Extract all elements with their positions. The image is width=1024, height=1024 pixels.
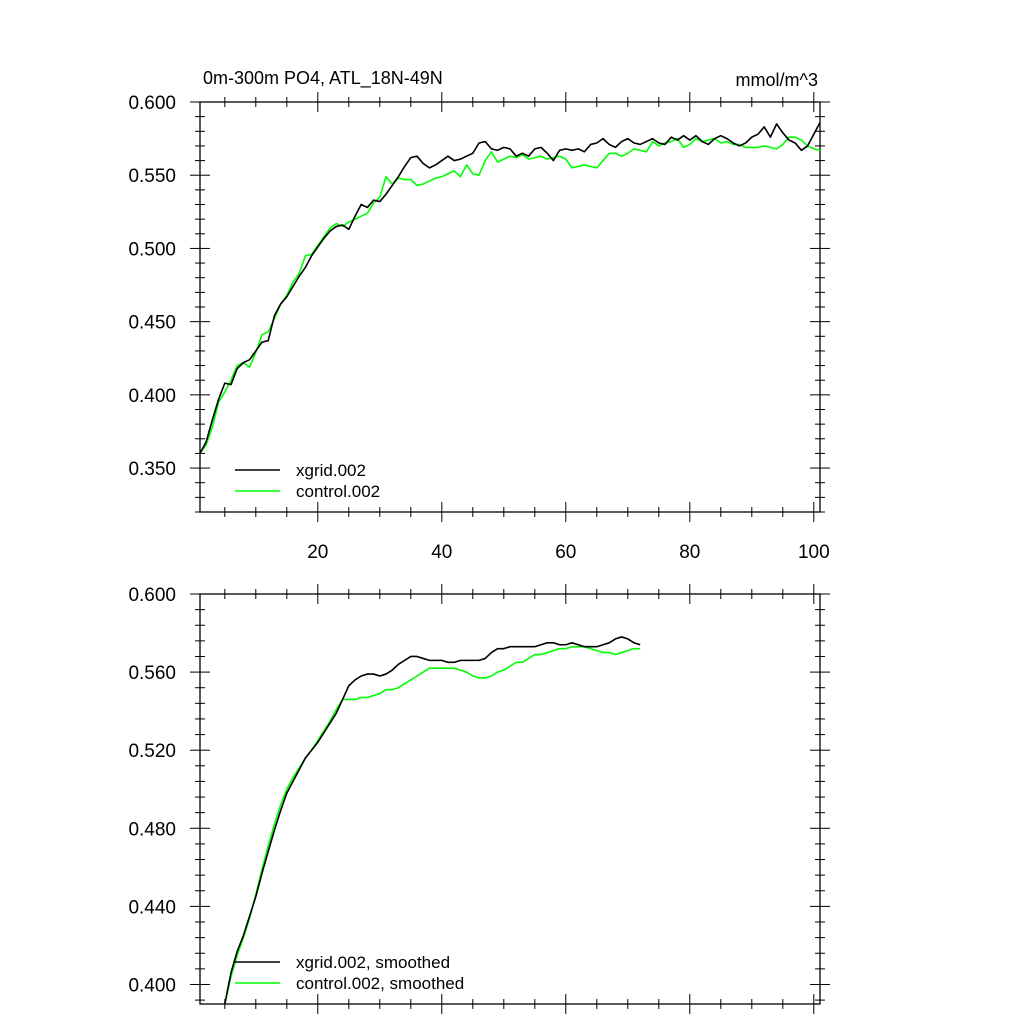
series-line-control-002-smoothed — [224, 645, 641, 1004]
y-tick-label: 0.400 — [128, 386, 176, 407]
bottom-y-tick-labels: 0.400 0.440 0.480 0.520 0.560 0.600 — [128, 585, 176, 996]
bottom-axis-ticks — [190, 584, 830, 1014]
series-line-xgrid-002-smoothed — [224, 636, 641, 1004]
legend-label-xgrid: xgrid.002 — [296, 461, 366, 480]
top-axis-ticks — [190, 92, 830, 522]
x-tick-label: 60 — [555, 542, 576, 563]
x-tick-label: 100 — [798, 542, 830, 563]
y-tick-label: 0.600 — [128, 93, 176, 114]
top-chart-units: mmol/m^3 — [736, 70, 818, 90]
y-tick-label: 0.440 — [128, 897, 176, 918]
series-line-control-002 — [200, 136, 820, 454]
top-x-tick-labels: 20 40 60 80 100 — [307, 542, 829, 563]
legend-label-xgrid-smoothed: xgrid.002, smoothed — [296, 953, 450, 972]
bottom-panel: 0.400 0.440 0.480 0.520 0.560 0.600 xgrid.002… — [128, 584, 830, 1014]
y-tick-label: 0.520 — [128, 741, 176, 762]
y-tick-label: 0.550 — [128, 166, 176, 187]
top-plot-frame — [199, 101, 821, 513]
bottom-series-lines — [224, 636, 641, 1004]
y-tick-label: 0.450 — [128, 313, 176, 334]
legend-label-control-smoothed: control.002, smoothed — [296, 974, 464, 993]
top-chart-title: 0m-300m PO4, ATL_18N-49N — [203, 68, 443, 89]
y-tick-label: 0.500 — [128, 239, 176, 260]
top-y-tick-labels: 0.350 0.400 0.450 0.500 0.550 0.600 — [128, 93, 176, 480]
bottom-legend: xgrid.002, smoothed control.002, smoothe… — [235, 953, 464, 993]
series-line-xgrid-002 — [200, 122, 820, 454]
y-tick-label: 0.560 — [128, 663, 176, 684]
y-tick-label: 0.350 — [128, 459, 176, 480]
x-tick-label: 20 — [307, 542, 328, 563]
x-tick-label: 40 — [431, 542, 452, 563]
top-panel: 0m-300m PO4, ATL_18N-49N mmol/m^3 0.3500… — [128, 68, 830, 563]
y-tick-label: 0.480 — [128, 819, 176, 840]
bottom-plot-frame — [199, 593, 821, 1005]
x-tick-label: 80 — [679, 542, 700, 563]
legend-label-control: control.002 — [296, 482, 380, 501]
top-series-lines — [200, 122, 820, 454]
top-legend: xgrid.002 control.002 — [235, 461, 380, 501]
y-tick-label: 0.600 — [128, 585, 176, 606]
y-tick-label: 0.400 — [128, 975, 176, 996]
